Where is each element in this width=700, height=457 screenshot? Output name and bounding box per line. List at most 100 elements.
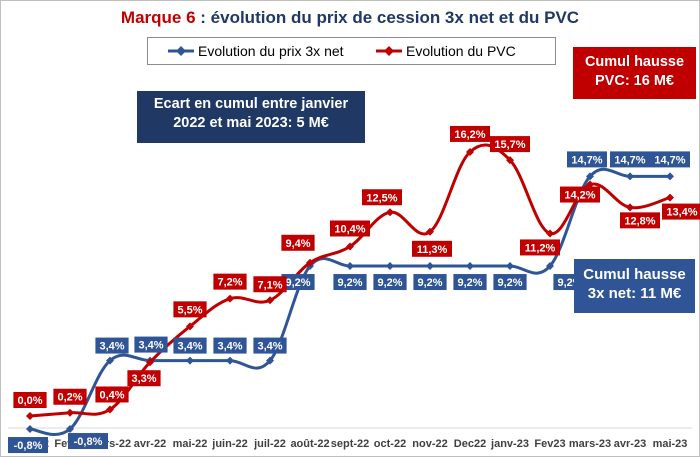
data-label-box-pvc — [53, 388, 87, 405]
legend-label-pvc: Evolution du PVC — [406, 43, 516, 59]
data-label-net: -0,8% — [14, 440, 43, 452]
data-label-pvc: 0,2% — [57, 392, 82, 404]
data-label-net: 14,7% — [614, 154, 645, 166]
data-label-net: 3,4% — [138, 340, 163, 352]
data-point-net — [546, 262, 554, 271]
data-label-box-pvc — [520, 239, 560, 256]
data-label-box-net — [68, 433, 108, 450]
data-label-pvc: 0,0% — [17, 395, 42, 407]
data-point-net — [466, 262, 474, 271]
data-point-net — [106, 356, 114, 365]
data-point-pvc — [146, 358, 154, 367]
data-label-box-pvc — [560, 186, 600, 203]
legend: Evolution du prix 3x net Evolution du PV… — [147, 37, 556, 65]
x-tick-label: mai-23 — [653, 438, 688, 450]
data-label-pvc: 7,1% — [257, 279, 282, 291]
data-point-net — [426, 262, 434, 271]
data-label-box-pvc — [490, 136, 530, 153]
data-label-box-net — [8, 437, 48, 454]
data-label-pvc: 15,7% — [494, 139, 525, 151]
data-label-box-pvc — [620, 212, 660, 229]
data-label-box-net — [373, 274, 407, 291]
data-point-pvc — [66, 408, 74, 417]
data-label-box-net — [173, 337, 207, 354]
data-point-net — [26, 425, 34, 434]
data-point-pvc — [266, 296, 274, 305]
data-label-box-net — [610, 151, 650, 168]
data-label-pvc: 11,3% — [417, 244, 448, 256]
data-label-pvc: 11,2% — [525, 242, 556, 254]
data-label-pvc: 0,4% — [99, 389, 124, 401]
data-label-box-pvc — [281, 234, 315, 251]
callout-pvc-line2: PVC: 16 M€ — [595, 73, 674, 89]
data-label-net: -0,8% — [74, 436, 103, 448]
data-point-pvc — [426, 227, 434, 236]
x-tick-label: juin-22 — [211, 438, 247, 450]
callout-pvc: Cumul hausse PVC: 16 M€ — [573, 47, 696, 99]
data-point-net — [506, 262, 514, 271]
data-label-net: 9,2% — [337, 277, 362, 289]
data-label-box-net — [253, 337, 287, 354]
callout-ecart: Ecart en cumul entre janvier 2022 et mai… — [137, 91, 365, 143]
data-label-box-net — [453, 274, 487, 291]
data-label-box-pvc — [173, 301, 207, 318]
data-label-net: 3,4% — [177, 341, 202, 353]
data-label-pvc: 5,5% — [177, 304, 202, 316]
data-label-net: 9,2% — [285, 277, 310, 289]
data-point-net — [226, 356, 234, 365]
x-tick-label: Dec22 — [454, 438, 486, 450]
data-label-box-pvc — [253, 276, 287, 293]
data-point-pvc — [226, 294, 234, 303]
data-point-net — [186, 356, 194, 365]
title-rest: : évolution du prix de cession 3x net et… — [195, 8, 580, 27]
data-point-net — [66, 425, 74, 434]
data-label-net: 9,2% — [417, 277, 442, 289]
data-label-box-net — [213, 337, 247, 354]
data-label-net: 3,4% — [217, 341, 242, 353]
legend-item-pvc: Evolution du PVC — [376, 38, 516, 64]
data-label-pvc: 14,2% — [564, 190, 595, 202]
title-accent: Marque 6 — [120, 8, 196, 27]
data-label-pvc: 12,5% — [366, 192, 397, 204]
x-tick-label: avr-22 — [134, 438, 166, 450]
x-tick-label: sept-22 — [331, 438, 370, 450]
data-point-net — [266, 356, 274, 365]
data-label-pvc: 16,2% — [454, 129, 485, 141]
callout-pvc-line1: Cumul hausse — [584, 54, 685, 70]
data-point-pvc — [626, 203, 634, 212]
data-point-pvc — [106, 405, 114, 414]
data-point-pvc — [186, 322, 194, 331]
data-label-box-pvc — [450, 125, 490, 142]
callout-ecart-line1: Ecart en cumul entre janvier — [153, 96, 349, 112]
data-point-net — [346, 262, 354, 271]
legend-swatch-net — [168, 46, 194, 56]
data-point-net — [626, 172, 634, 181]
data-label-box-pvc — [330, 220, 370, 237]
data-label-box-net — [413, 274, 447, 291]
x-tick-label: janv-23 — [490, 438, 529, 450]
data-label-box-net — [333, 274, 367, 291]
data-label-box-net — [95, 337, 129, 354]
callout-net: Cumul hausse 3x net: 11 M€ — [574, 259, 695, 313]
x-tick-label: nov-22 — [412, 438, 447, 450]
data-point-pvc — [346, 242, 354, 251]
data-label-pvc: 12,8% — [624, 215, 655, 227]
data-label-box-net — [281, 274, 315, 291]
legend-swatch-pvc — [376, 46, 402, 56]
data-label-pvc: 7,2% — [217, 277, 242, 289]
data-label-box-pvc — [662, 203, 700, 220]
callout-net-line2: 3x net: 11 M€ — [587, 285, 682, 302]
data-label-net: 14,7% — [654, 154, 685, 166]
x-tick-label: Fev23 — [534, 438, 565, 450]
data-point-pvc — [546, 229, 554, 238]
data-label-box-net — [567, 151, 607, 168]
callout-net-line1: Cumul hausse — [583, 266, 686, 283]
data-point-pvc — [666, 193, 674, 202]
data-label-box-net — [650, 151, 690, 168]
data-label-box-pvc — [95, 386, 129, 403]
legend-label-net: Evolution du prix 3x net — [198, 43, 344, 59]
data-label-net: 9,2% — [377, 277, 402, 289]
data-label-pvc: 10,4% — [334, 223, 365, 235]
data-label-pvc: 9,4% — [285, 238, 310, 250]
